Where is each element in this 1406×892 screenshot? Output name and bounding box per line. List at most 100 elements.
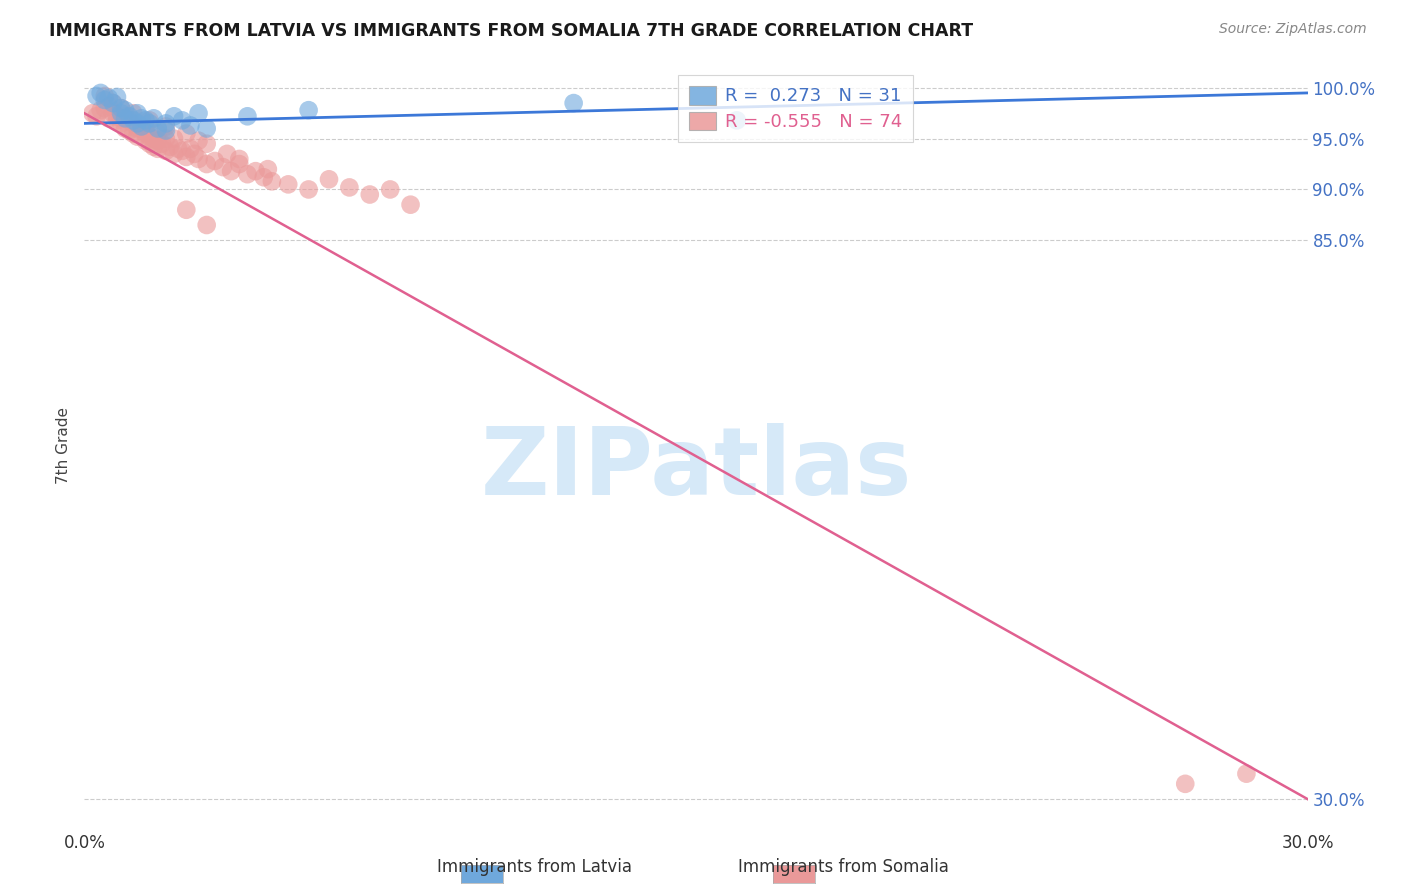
Point [339, 180, 361, 194]
Text: Immigrants from Somalia: Immigrants from Somalia [738, 858, 949, 876]
Point [138, 129, 160, 144]
Point [118, 109, 141, 123]
Point [135, 121, 157, 136]
Point [110, 112, 132, 126]
Point [122, 113, 145, 128]
Point [163, 147, 186, 161]
Point [245, 164, 267, 178]
Point [155, 131, 177, 145]
Point [146, 142, 169, 156]
Point [97, 99, 120, 113]
Point [399, 197, 422, 211]
Point [1174, 777, 1197, 791]
Point [257, 162, 280, 177]
Point [260, 174, 283, 188]
Point [253, 170, 276, 185]
Point [195, 218, 218, 232]
Point [105, 109, 128, 123]
Text: Source: ZipAtlas.com: Source: ZipAtlas.com [1219, 22, 1367, 37]
Point [101, 106, 124, 120]
Y-axis label: 7th Grade: 7th Grade [56, 408, 72, 484]
Point [174, 150, 197, 164]
Point [131, 121, 153, 136]
Point [93, 89, 115, 103]
Point [110, 101, 132, 115]
Text: Immigrants from Latvia: Immigrants from Latvia [437, 858, 631, 876]
Point [135, 134, 157, 148]
Point [217, 147, 239, 161]
Point [127, 106, 149, 120]
Point [135, 127, 157, 141]
Point [277, 178, 299, 192]
Point [179, 142, 201, 156]
Point [725, 113, 748, 128]
Point [155, 120, 177, 134]
Point [114, 112, 136, 126]
Point [167, 142, 190, 156]
Point [86, 109, 108, 123]
Point [155, 116, 177, 130]
Text: ZIPatlas: ZIPatlas [481, 423, 911, 515]
Point [131, 120, 153, 134]
Point [195, 121, 218, 136]
Point [122, 116, 145, 130]
Point [118, 113, 141, 128]
Point [127, 116, 149, 130]
Point [179, 119, 201, 133]
Point [86, 89, 108, 103]
Point [114, 103, 136, 118]
Point [135, 113, 157, 128]
Point [1236, 766, 1258, 780]
Point [82, 106, 104, 120]
Point [122, 127, 145, 141]
Point [219, 164, 242, 178]
Point [101, 96, 124, 111]
Point [105, 113, 128, 128]
Point [155, 123, 177, 137]
Point [122, 106, 145, 120]
Point [142, 140, 165, 154]
Point [298, 103, 321, 118]
Point [318, 172, 340, 186]
Point [127, 129, 149, 144]
Point [93, 93, 115, 107]
Point [114, 109, 136, 123]
Point [562, 96, 585, 111]
Point [204, 153, 226, 168]
Point [155, 144, 177, 158]
Point [142, 112, 165, 126]
Point [236, 167, 259, 181]
Point [172, 113, 194, 128]
Point [118, 123, 141, 137]
Point [187, 152, 209, 166]
Point [142, 131, 165, 145]
Point [174, 127, 197, 141]
Point [172, 144, 194, 158]
Text: IMMIGRANTS FROM LATVIA VS IMMIGRANTS FROM SOMALIA 7TH GRADE CORRELATION CHART: IMMIGRANTS FROM LATVIA VS IMMIGRANTS FRO… [49, 22, 973, 40]
Point [93, 101, 115, 115]
Point [298, 182, 321, 196]
Point [90, 103, 112, 118]
Point [110, 106, 132, 120]
Point [131, 112, 153, 126]
Point [195, 136, 218, 151]
Point [97, 91, 120, 105]
Legend: R =  0.273   N = 31, R = -0.555   N = 74: R = 0.273 N = 31, R = -0.555 N = 74 [678, 75, 914, 142]
Point [236, 109, 259, 123]
Point [97, 112, 120, 126]
Point [150, 136, 173, 151]
Point [110, 116, 132, 130]
Point [146, 121, 169, 136]
Point [212, 160, 235, 174]
Point [187, 106, 209, 120]
Point [159, 140, 181, 154]
Point [359, 187, 381, 202]
Point [380, 182, 402, 196]
Point [174, 202, 197, 217]
Point [163, 109, 186, 123]
Point [110, 101, 132, 115]
Point [163, 131, 186, 145]
Point [146, 134, 169, 148]
Point [127, 121, 149, 136]
Point [114, 121, 136, 136]
